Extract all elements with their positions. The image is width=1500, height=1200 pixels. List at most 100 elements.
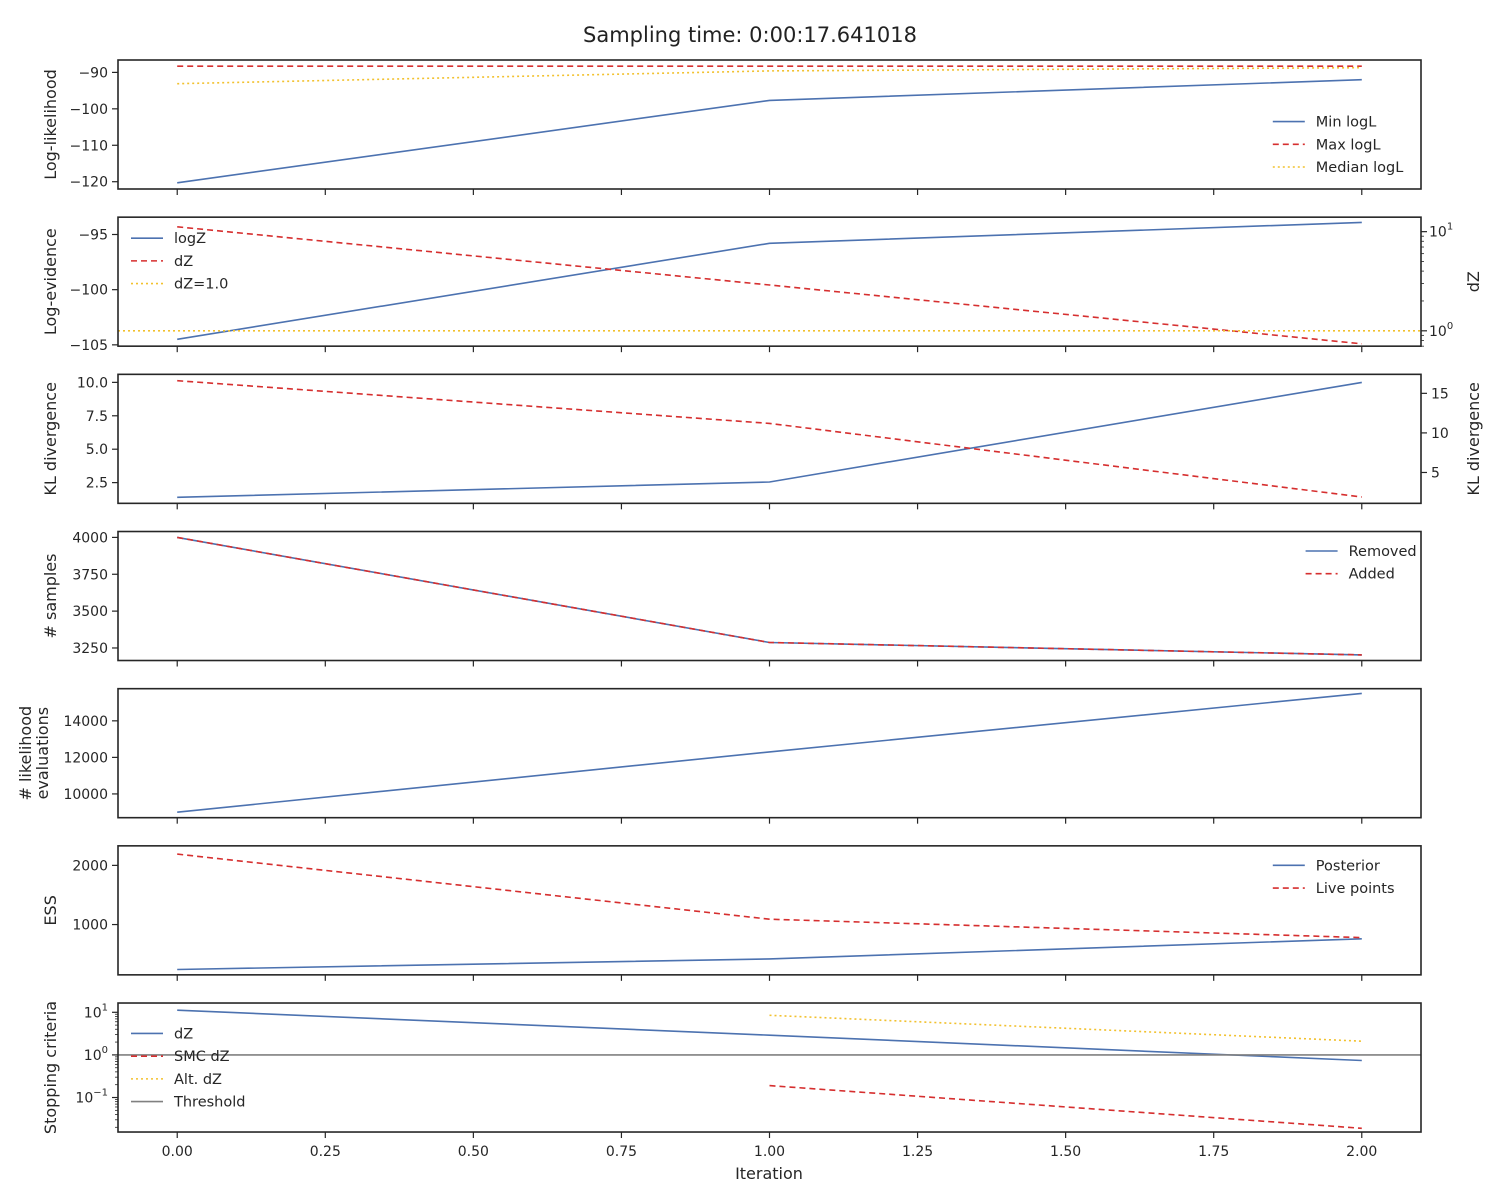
line-logz: [177, 221, 1362, 341]
legend: dZ SMC dZ Alt. dZ Threshold: [131, 1026, 245, 1111]
legend-label: SMC dZ: [174, 1049, 230, 1065]
y-tick-label: −90: [78, 65, 108, 81]
line-alt-dz: [769, 1014, 1362, 1042]
x-tick-label: 0.25: [310, 1144, 341, 1160]
y-tick-label: 14000: [63, 714, 108, 730]
x-tick-label: 1.00: [754, 1144, 785, 1160]
x-tick-label: 0.00: [162, 1144, 193, 1160]
figure-title: Sampling time: 0:00:17.641018: [583, 23, 917, 47]
legend-label: Min logL: [1316, 115, 1377, 131]
y-tick-label: 3250: [72, 641, 108, 657]
panel-6: 2000 1000 ESS Posterior Live points: [41, 845, 1422, 981]
x-tick-label: 1.25: [902, 1144, 933, 1160]
line-series-1: [177, 692, 1362, 813]
legend-label: dZ: [174, 1026, 193, 1042]
y-tick-label: −100: [70, 102, 108, 118]
line-series-1: [177, 381, 1362, 499]
y-tick-label: 100: [84, 1045, 108, 1064]
y-tick-label: 10.0: [77, 375, 108, 391]
panel-4: 4000 3750 3500 3250 # samples Removed Added: [41, 530, 1422, 667]
panel-frame: [117, 216, 1422, 347]
y-axis-label: KL divergence: [41, 382, 60, 495]
right-axis-label: KL divergence: [1464, 382, 1483, 495]
x-tick-label: 0.75: [606, 1144, 637, 1160]
y-axis-label: Log-evidence: [41, 228, 60, 335]
x-tick-label: 2.00: [1346, 1144, 1377, 1160]
right-tick-label: 10: [1431, 426, 1449, 442]
x-tick-label: 0.50: [458, 1144, 489, 1160]
line-added: [177, 536, 1362, 656]
legend-label: logZ: [174, 231, 206, 247]
series-group: [177, 379, 1362, 499]
legend: Removed Added: [1305, 544, 1417, 583]
line-live-points: [177, 853, 1362, 939]
y-tick-label: −105: [70, 338, 108, 354]
panel-frame: [117, 1002, 1422, 1133]
y-axis-label: Log-likelihood: [41, 69, 60, 180]
legend-label: Median logL: [1316, 160, 1404, 176]
line-dz: [177, 1009, 1362, 1062]
y-tick-label: −95: [78, 227, 108, 243]
y-tick-label: 2.5: [86, 476, 108, 492]
panel-frame: [117, 59, 1422, 190]
y-tick-label: 3500: [72, 604, 108, 620]
y-tick-label: 3750: [72, 567, 108, 583]
y-tick-label: 7.5: [86, 409, 108, 425]
y-tick-label: −120: [70, 175, 108, 191]
legend-label: Live points: [1316, 881, 1395, 897]
series-group: [177, 536, 1362, 656]
legend: Min logL Max logL Median logL: [1272, 115, 1404, 176]
y-tick-label: 12000: [63, 750, 108, 766]
y-tick-label: 2000: [72, 858, 108, 874]
y-axis-label: # likelihood: [16, 706, 35, 801]
panel-frame: [117, 845, 1422, 976]
y-tick-label: −100: [70, 283, 108, 299]
y-axis-label: # samples: [41, 554, 60, 639]
y-axis-label: ESS: [41, 895, 60, 925]
series-group: [177, 692, 1362, 813]
line-series-2: [177, 379, 1362, 498]
legend-label: Max logL: [1316, 137, 1381, 153]
y-tick-label: −110: [70, 138, 108, 154]
y-tick-label: 5.0: [86, 442, 108, 458]
y-tick-label: 10000: [63, 787, 108, 803]
panel-frame: [117, 687, 1422, 819]
legend-label: Added: [1349, 567, 1395, 583]
x-tick-label: 1.75: [1198, 1144, 1229, 1160]
panel-7: 0.00 0.25 0.50 0.75 1.00 1.25 1.50 1.75 2.00 101 1…: [41, 1001, 1422, 1160]
y-axis-label: Stopping criteria: [41, 1001, 60, 1134]
line-median-logl: [177, 66, 1362, 85]
series-group: [118, 221, 1421, 345]
y-tick-label: 101: [84, 1002, 108, 1021]
line-min-logl: [177, 78, 1362, 184]
right-tick-label: 101: [1429, 222, 1453, 241]
legend-label: dZ=1.0: [174, 277, 228, 293]
y-axis-label: evaluations: [33, 707, 52, 800]
legend-label: dZ: [174, 254, 193, 270]
right-tick-label: 15: [1431, 386, 1449, 402]
series-group: [177, 65, 1362, 184]
right-axis-label: dZ: [1464, 271, 1483, 292]
x-tick-label: 1.50: [1050, 1144, 1081, 1160]
legend-label: Threshold: [173, 1095, 245, 1111]
line-removed: [177, 536, 1362, 656]
right-tick-label: 5: [1431, 465, 1440, 481]
legend: logZ dZ dZ=1.0: [131, 231, 228, 293]
y-tick-label: 4000: [72, 530, 108, 546]
panel-3: 10.0 7.5 5.0 2.5 15 10 5 KL divergence KL diverg…: [41, 373, 1483, 510]
y-tick-label: 1000: [72, 918, 108, 934]
panel-frame: [117, 530, 1422, 662]
panel-2: −95 −100 −105 101 100 dZ Log-evidence logZ dZ dZ=…: [41, 216, 1483, 354]
panel-frame: [117, 373, 1422, 505]
y-tick-label: 10−1: [75, 1088, 108, 1107]
legend: Posterior Live points: [1272, 858, 1395, 897]
series-group: [118, 1009, 1421, 1130]
right-tick-label: 100: [1429, 321, 1453, 340]
series-group: [177, 853, 1362, 971]
line-posterior: [177, 938, 1362, 971]
legend-label: Alt. dZ: [174, 1072, 222, 1088]
panel-1: −90 −100 −110 −120 Log-likelihood Min logL Max…: [41, 59, 1422, 195]
legend-label: Removed: [1349, 544, 1417, 560]
